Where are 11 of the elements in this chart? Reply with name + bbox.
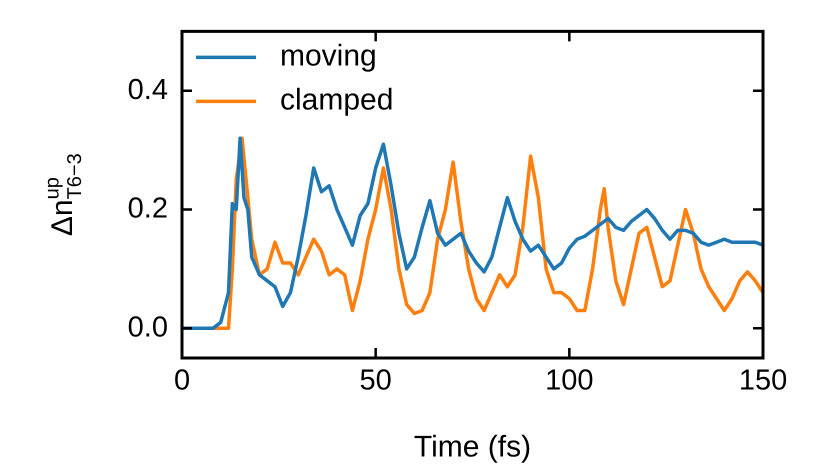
x-tick-label: 0 <box>174 364 190 396</box>
x-tick-label: 100 <box>545 364 594 396</box>
x-tick-label: 150 <box>738 364 788 396</box>
x-tick-label: 50 <box>360 364 392 396</box>
y-tick-label: 0.0 <box>128 311 168 344</box>
y-axis-title: ΔnupT6−3 <box>42 153 86 236</box>
legend-label: clamped <box>280 84 394 117</box>
y-tick-label: 0.4 <box>128 74 168 106</box>
legend-label: moving <box>280 40 377 73</box>
y-tick-label: 0.2 <box>128 192 168 225</box>
x-axis-title: Time (fs) <box>414 430 532 464</box>
